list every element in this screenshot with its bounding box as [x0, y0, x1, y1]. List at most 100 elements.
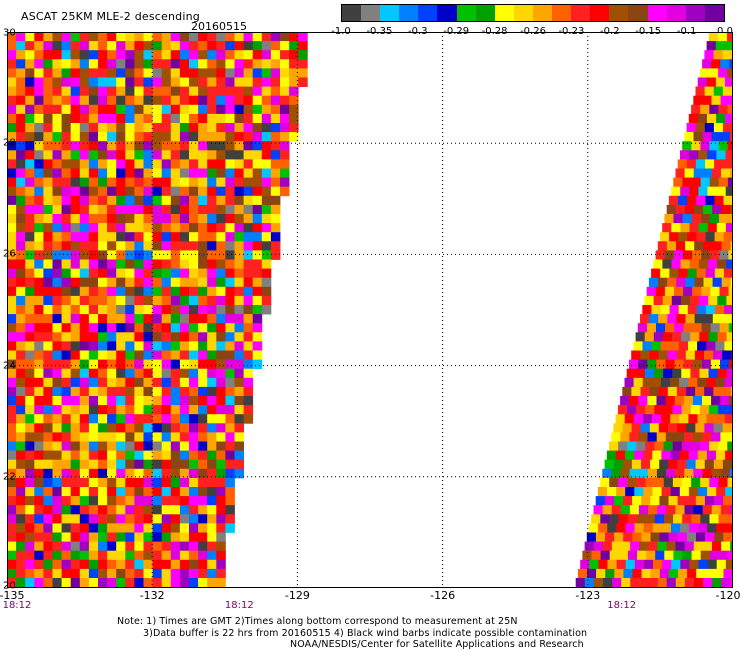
swath-cell	[107, 332, 117, 342]
swath-cell	[79, 578, 90, 588]
swath-cell	[216, 123, 226, 133]
swath-cell	[134, 432, 144, 442]
swath-cell	[34, 496, 44, 506]
map-svg	[7, 32, 733, 588]
swath-cell	[252, 286, 263, 297]
swath-cell	[700, 141, 710, 151]
swath-cell	[107, 295, 117, 306]
swath-cell	[593, 505, 603, 515]
swath-cell	[207, 123, 217, 133]
swath-cell	[724, 414, 733, 424]
swath-cell	[715, 305, 725, 315]
swath-cell	[107, 459, 117, 470]
swath-cell	[16, 414, 26, 424]
swath-cell	[682, 141, 692, 151]
swath-cell	[161, 323, 172, 333]
swath-cell	[639, 578, 649, 588]
swath-cell	[189, 459, 199, 470]
swath-cell	[640, 314, 650, 324]
swath-cell	[25, 477, 35, 488]
swath-cell	[25, 323, 35, 333]
swath-cell	[643, 523, 654, 533]
swath-cell	[609, 514, 619, 524]
swath-cell	[723, 496, 733, 506]
swath-cell	[88, 550, 99, 561]
swath-cell	[107, 477, 117, 488]
swath-cell	[98, 423, 108, 433]
swath-cell	[34, 204, 44, 215]
swath-cell	[261, 132, 272, 142]
swath-cell	[79, 423, 90, 433]
swath-cell	[7, 350, 17, 360]
swath-cell	[672, 441, 683, 451]
swath-cell	[189, 377, 199, 388]
swath-cell	[270, 241, 281, 251]
swath-cell	[720, 59, 730, 69]
swath-cell	[179, 286, 190, 297]
swath-cell	[189, 113, 199, 124]
swath-cell	[134, 450, 144, 461]
swath-cell	[98, 332, 108, 342]
swath-cell	[216, 195, 226, 206]
swath-cell	[689, 223, 699, 233]
swath-cell	[704, 50, 714, 60]
swath-cell	[125, 568, 135, 579]
swath-cell	[152, 159, 163, 169]
swath-cell	[198, 59, 208, 69]
swath-cell	[52, 214, 62, 224]
swath-cell	[134, 523, 144, 533]
swath-cell	[61, 432, 72, 442]
swath-cell	[143, 68, 153, 78]
swath-cell	[52, 359, 62, 370]
swath-cell	[43, 232, 53, 242]
swath-cell	[125, 286, 135, 297]
swath-cell	[714, 496, 724, 506]
swath-cell	[152, 177, 163, 188]
swath-cell	[143, 405, 153, 415]
swath-cell	[170, 41, 181, 51]
swath-cell	[16, 159, 26, 169]
swath-cell	[681, 405, 692, 415]
swath-cell	[189, 177, 199, 188]
swath-cell	[261, 95, 272, 106]
swath-cell	[207, 132, 217, 142]
swath-cell	[170, 550, 181, 561]
swath-cell	[697, 77, 708, 87]
swath-cell	[116, 450, 126, 461]
swath-cell	[170, 141, 181, 151]
swath-cell	[713, 86, 724, 97]
swath-cell	[728, 323, 733, 333]
swath-cell	[34, 277, 44, 288]
swath-cell	[234, 432, 244, 442]
swath-cell	[705, 532, 715, 542]
swath-cell	[170, 341, 181, 351]
swath-cell	[116, 159, 126, 169]
swath-cell	[98, 568, 108, 579]
swath-cell	[79, 250, 90, 260]
swath-cell	[720, 95, 731, 106]
swath-cell	[7, 559, 17, 570]
swath-cell	[712, 277, 723, 288]
swath-cell	[25, 95, 35, 106]
swath-cell	[714, 532, 724, 542]
swath-cell	[16, 305, 26, 315]
swath-cell	[98, 41, 108, 51]
swath-cell	[198, 323, 208, 333]
swath-cell	[225, 159, 235, 169]
swath-cells	[7, 32, 733, 588]
swath-cell	[198, 268, 208, 279]
swath-cell	[25, 377, 35, 388]
swath-cell	[79, 487, 90, 497]
swath-cell	[43, 241, 53, 251]
swath-cell	[717, 295, 727, 306]
swath-cell	[152, 423, 163, 433]
swath-cell	[676, 277, 686, 288]
swath-cell	[116, 204, 126, 215]
swath-cell	[143, 423, 153, 433]
swath-cell	[107, 214, 117, 224]
swath-cell	[116, 323, 126, 333]
swath-cell	[693, 432, 703, 442]
swath-cell	[665, 359, 675, 370]
swath-cell	[678, 195, 688, 206]
swath-cell	[207, 323, 217, 333]
